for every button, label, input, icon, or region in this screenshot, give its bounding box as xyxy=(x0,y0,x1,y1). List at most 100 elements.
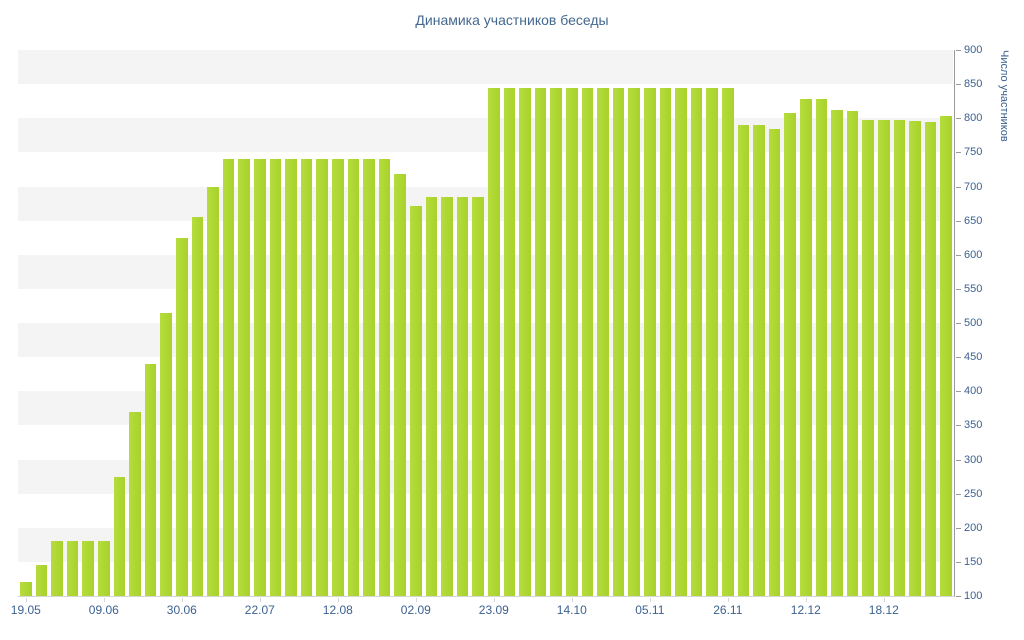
bar-33[interactable] xyxy=(534,87,547,596)
x-tick xyxy=(883,598,885,602)
x-tick-label: 22.07 xyxy=(244,603,275,617)
bar-42[interactable] xyxy=(675,87,687,596)
grid-band xyxy=(18,323,953,358)
bar-27[interactable] xyxy=(441,196,453,596)
bar-6[interactable] xyxy=(113,476,126,596)
bar-47[interactable] xyxy=(753,125,765,596)
bar-26[interactable] xyxy=(425,196,438,596)
bar-55[interactable] xyxy=(878,120,890,596)
bar-3[interactable] xyxy=(66,541,79,596)
y-tick-label: 250 xyxy=(964,487,983,500)
bar-9[interactable] xyxy=(160,312,172,596)
bar-53[interactable] xyxy=(846,111,859,596)
y-tick xyxy=(956,254,961,256)
bar-43[interactable] xyxy=(690,87,703,596)
bar-45[interactable] xyxy=(722,87,734,596)
x-tick xyxy=(805,598,807,602)
bar-50[interactable] xyxy=(800,99,812,596)
bar-40[interactable] xyxy=(644,87,656,596)
bar-37[interactable] xyxy=(597,87,609,596)
y-tick xyxy=(956,596,961,597)
y-tick-label: 650 xyxy=(964,214,983,227)
bar-5[interactable] xyxy=(98,541,110,596)
bar-31[interactable] xyxy=(503,87,516,596)
y-tick xyxy=(956,357,961,359)
bar-30[interactable] xyxy=(488,87,500,596)
y-tick xyxy=(956,425,961,427)
y-tick xyxy=(956,288,961,290)
bar-22[interactable] xyxy=(363,159,375,596)
y-tick xyxy=(956,459,961,461)
grid-band xyxy=(18,391,953,426)
bar-44[interactable] xyxy=(706,87,718,596)
bar-8[interactable] xyxy=(144,363,157,596)
bar-16[interactable] xyxy=(269,159,282,596)
bar-34[interactable] xyxy=(550,87,562,596)
x-tick xyxy=(103,598,105,602)
y-tick-label: 350 xyxy=(964,419,983,432)
x-tick-label: 18.12 xyxy=(868,603,899,617)
y-tick xyxy=(956,323,961,324)
x-tick xyxy=(649,598,651,602)
bar-51[interactable] xyxy=(815,99,828,596)
bar-14[interactable] xyxy=(238,159,250,596)
x-tick-label: 30.06 xyxy=(166,603,197,617)
bar-20[interactable] xyxy=(332,159,344,596)
bar-1[interactable] xyxy=(35,565,48,596)
y-tick xyxy=(956,561,961,563)
bar-48[interactable] xyxy=(768,128,781,596)
y-tick xyxy=(956,391,961,393)
y-tick xyxy=(956,527,961,529)
bar-32[interactable] xyxy=(519,87,531,596)
bar-46[interactable] xyxy=(737,125,750,596)
y-tick-label: 200 xyxy=(964,521,983,534)
bar-25[interactable] xyxy=(410,205,422,596)
y-tick xyxy=(956,50,961,51)
grid-band xyxy=(18,186,953,221)
bar-7[interactable] xyxy=(129,411,141,596)
x-tick xyxy=(727,598,729,602)
x-tick-label: 12.08 xyxy=(322,603,353,617)
bar-35[interactable] xyxy=(566,87,578,596)
x-tick-label: 09.06 xyxy=(88,603,119,617)
bar-57[interactable] xyxy=(909,120,921,596)
bar-4[interactable] xyxy=(82,541,94,596)
y-tick-label: 450 xyxy=(964,351,983,364)
bar-17[interactable] xyxy=(285,159,297,596)
bar-39[interactable] xyxy=(628,87,640,596)
y-tick xyxy=(956,84,961,86)
bar-56[interactable] xyxy=(893,120,906,596)
bar-18[interactable] xyxy=(300,159,313,596)
bar-52[interactable] xyxy=(831,110,843,596)
bar-41[interactable] xyxy=(659,87,672,596)
x-tick xyxy=(259,598,261,602)
bar-36[interactable] xyxy=(581,87,594,596)
bar-19[interactable] xyxy=(316,159,328,596)
bar-15[interactable] xyxy=(254,159,266,596)
y-tick-label: 400 xyxy=(964,385,983,398)
bar-38[interactable] xyxy=(612,87,625,596)
bar-58[interactable] xyxy=(924,121,937,596)
grid-band xyxy=(18,118,953,153)
bar-13[interactable] xyxy=(222,159,235,596)
bar-49[interactable] xyxy=(784,112,796,596)
bar-54[interactable] xyxy=(862,120,874,596)
y-tick-label: 550 xyxy=(964,282,983,295)
bar-28[interactable] xyxy=(456,196,469,596)
x-tick-label: 05.11 xyxy=(635,603,665,617)
plot-area xyxy=(18,50,955,597)
bar-0[interactable] xyxy=(20,582,32,596)
y-tick-label: 500 xyxy=(964,317,983,329)
bar-59[interactable] xyxy=(940,116,952,596)
x-tick-label: 12.12 xyxy=(790,603,821,617)
bar-24[interactable] xyxy=(394,174,406,596)
bar-12[interactable] xyxy=(207,186,219,596)
bar-2[interactable] xyxy=(51,541,63,596)
bar-29[interactable] xyxy=(472,196,484,596)
bar-11[interactable] xyxy=(191,217,204,596)
bar-10[interactable] xyxy=(176,237,188,596)
y-tick-label: 300 xyxy=(964,453,983,466)
bar-21[interactable] xyxy=(347,159,360,596)
bar-23[interactable] xyxy=(378,159,391,596)
